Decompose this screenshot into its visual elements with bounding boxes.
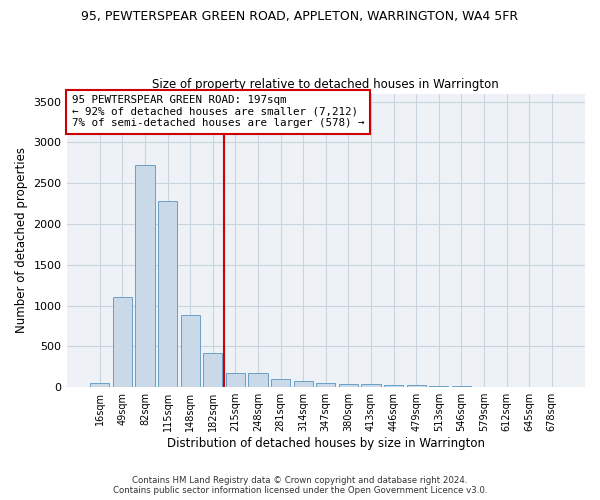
Bar xyxy=(339,384,358,387)
Bar xyxy=(429,386,448,387)
Bar xyxy=(407,386,426,387)
X-axis label: Distribution of detached houses by size in Warrington: Distribution of detached houses by size … xyxy=(167,437,485,450)
Bar xyxy=(181,316,200,387)
Bar xyxy=(90,382,109,387)
Bar xyxy=(271,379,290,387)
Bar xyxy=(452,386,471,387)
Bar xyxy=(316,382,335,387)
Text: 95, PEWTERSPEAR GREEN ROAD, APPLETON, WARRINGTON, WA4 5FR: 95, PEWTERSPEAR GREEN ROAD, APPLETON, WA… xyxy=(82,10,518,23)
Text: Contains HM Land Registry data © Crown copyright and database right 2024.
Contai: Contains HM Land Registry data © Crown c… xyxy=(113,476,487,495)
Bar xyxy=(475,386,494,387)
Bar xyxy=(203,354,223,387)
Bar xyxy=(361,384,380,387)
Y-axis label: Number of detached properties: Number of detached properties xyxy=(15,148,28,334)
Bar xyxy=(384,385,403,387)
Text: 95 PEWTERSPEAR GREEN ROAD: 197sqm
← 92% of detached houses are smaller (7,212)
7: 95 PEWTERSPEAR GREEN ROAD: 197sqm ← 92% … xyxy=(72,95,364,128)
Bar xyxy=(136,166,155,387)
Bar xyxy=(158,201,177,387)
Bar xyxy=(113,298,132,387)
Title: Size of property relative to detached houses in Warrington: Size of property relative to detached ho… xyxy=(152,78,499,91)
Bar xyxy=(226,373,245,387)
Bar xyxy=(248,374,268,387)
Bar xyxy=(293,382,313,387)
